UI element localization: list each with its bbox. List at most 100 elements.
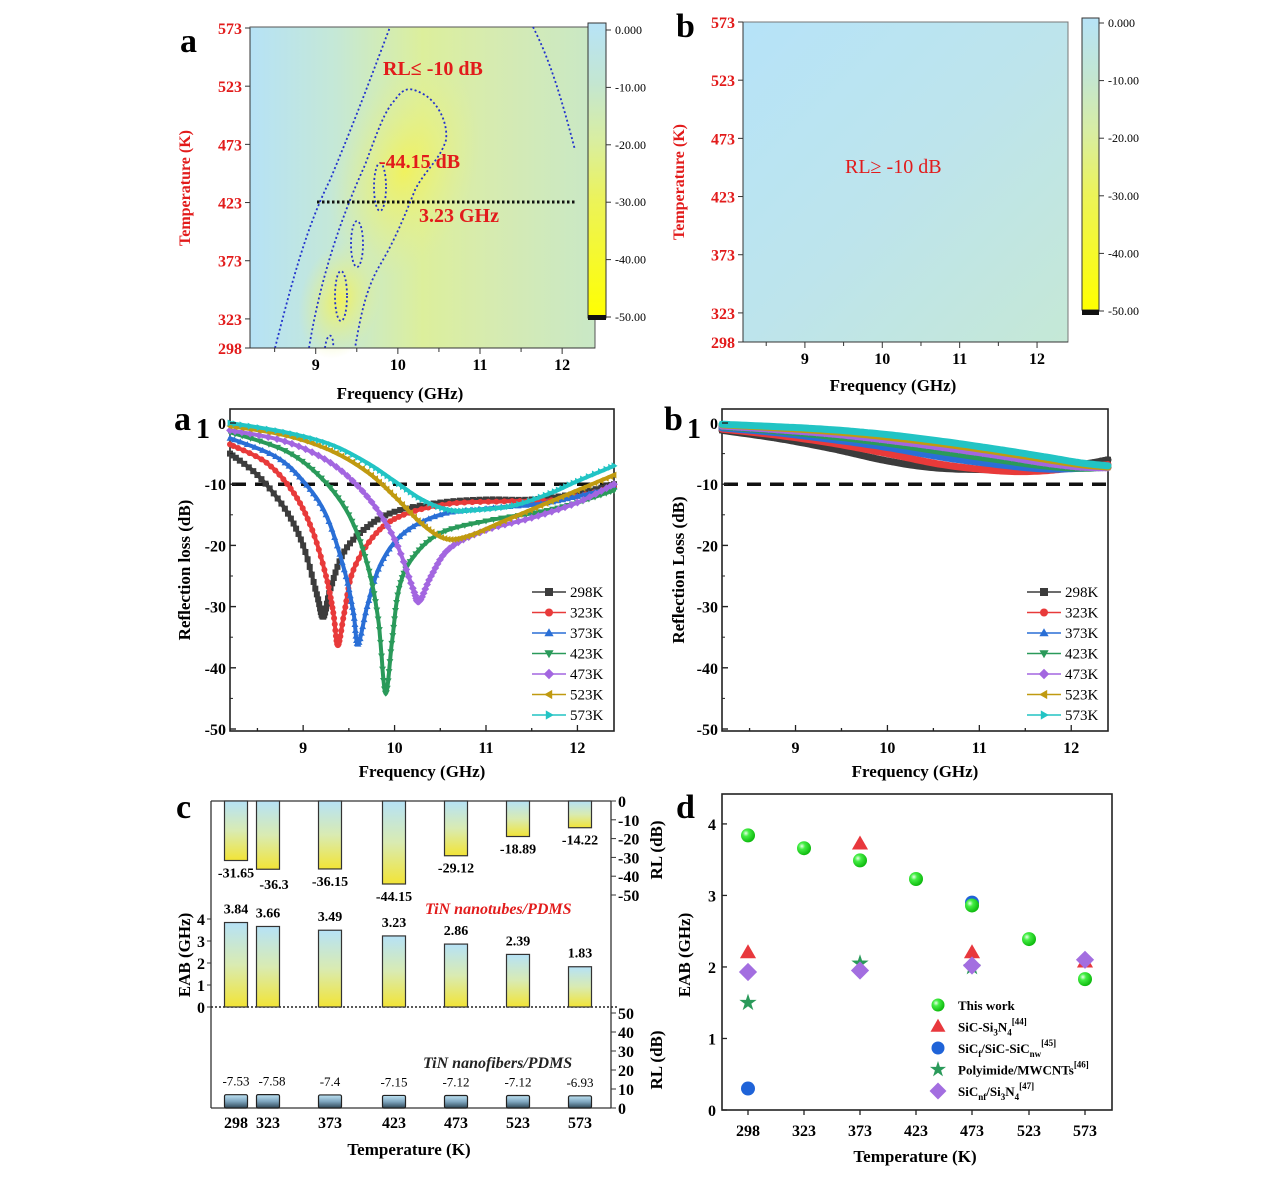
data-marker	[329, 580, 336, 587]
data-marker	[411, 491, 418, 499]
data-marker	[421, 523, 428, 531]
legend-marker	[1038, 668, 1050, 680]
legend-marker	[1040, 608, 1048, 617]
data-marker	[986, 460, 994, 467]
data-marker	[443, 498, 450, 505]
data-marker	[229, 452, 236, 459]
data-marker	[259, 446, 267, 453]
data-marker	[1091, 461, 1098, 468]
colorbar-tick-label: -50.00	[615, 310, 646, 324]
data-marker	[289, 466, 297, 473]
data-marker	[330, 574, 337, 581]
subscript: 3	[1001, 1092, 1006, 1102]
data-marker	[789, 438, 796, 445]
data-marker	[303, 481, 311, 488]
data-marker	[272, 453, 280, 460]
legend-marker	[1040, 710, 1049, 720]
data-marker	[489, 522, 496, 530]
rl-nanotubes-bar	[443, 800, 469, 857]
data-marker	[250, 468, 257, 475]
rl-nanofibers-value: -7.12	[442, 1074, 469, 1089]
data-marker	[911, 462, 918, 469]
data-marker	[505, 515, 512, 523]
legend-marker	[544, 650, 554, 659]
legend-label: 373K	[570, 626, 604, 642]
heatmap-b-area	[742, 21, 1069, 343]
data-marker	[302, 548, 309, 555]
data-marker	[547, 497, 554, 505]
data-point	[1078, 972, 1092, 987]
y-tick-label: -40	[205, 661, 226, 678]
data-marker	[516, 500, 523, 508]
y-tick-label: -10	[697, 477, 718, 494]
data-marker	[1035, 452, 1042, 460]
data-marker	[384, 472, 391, 480]
data-point	[738, 962, 758, 982]
series-473K	[226, 426, 618, 606]
data-marker	[262, 480, 269, 487]
data-marker	[936, 465, 943, 472]
data-marker	[373, 607, 381, 614]
data-marker	[390, 535, 399, 544]
x-tick-label: 523	[1017, 1123, 1041, 1140]
data-marker	[258, 476, 265, 483]
eab-value: 2.39	[506, 934, 531, 949]
data-marker	[885, 431, 892, 439]
data-marker	[1082, 459, 1089, 467]
data-marker	[292, 469, 300, 476]
data-marker	[326, 447, 333, 454]
data-marker	[579, 484, 586, 492]
data-marker	[884, 457, 891, 464]
data-marker	[284, 510, 291, 517]
data-marker	[354, 532, 362, 539]
legend-marker	[544, 689, 553, 700]
data-marker	[378, 653, 386, 660]
data-marker	[431, 513, 438, 520]
data-marker	[409, 555, 417, 562]
panel-a-ylabel: Temperature (K)	[177, 130, 194, 246]
data-marker	[400, 483, 407, 491]
data-marker	[379, 666, 386, 673]
data-marker	[1100, 461, 1106, 469]
data-marker	[507, 519, 516, 527]
legend-marker	[930, 1018, 946, 1032]
data-marker	[309, 527, 316, 534]
data-marker	[516, 510, 523, 518]
data-marker	[458, 507, 465, 515]
data-marker	[563, 491, 570, 499]
data-marker	[1058, 456, 1065, 463]
data-marker	[397, 580, 405, 587]
data-marker	[883, 443, 891, 450]
data-marker	[861, 452, 868, 459]
data-marker	[940, 437, 947, 445]
data-marker	[226, 434, 234, 441]
data-marker	[340, 566, 348, 573]
colorbar-tick-label: -10.00	[1108, 74, 1139, 88]
eab-bar	[255, 925, 281, 1008]
data-marker	[500, 517, 507, 525]
data-marker	[367, 576, 375, 583]
y-tick-label: 373	[711, 248, 735, 265]
data-marker	[739, 421, 746, 429]
panel-a1-ylabel: Reflection loss (dB)	[175, 500, 194, 641]
eab-value: 1.83	[568, 947, 593, 962]
data-marker	[469, 499, 476, 506]
data-marker	[892, 432, 899, 439]
data-marker	[579, 496, 588, 504]
data-marker	[391, 508, 398, 515]
rl-top-tick-label: 0	[618, 794, 626, 811]
data-marker	[427, 499, 434, 507]
data-marker	[266, 449, 274, 456]
data-marker	[320, 455, 329, 463]
plot-a1-axes: 0 -10 -20 -30 -40 -50 9 10 11 12	[205, 416, 586, 757]
data-marker	[356, 635, 364, 642]
data-marker	[447, 536, 454, 543]
data-marker	[338, 500, 346, 507]
data-marker	[330, 609, 337, 616]
data-marker	[327, 594, 334, 601]
data-marker	[387, 528, 396, 537]
data-point	[741, 828, 755, 843]
data-marker	[322, 609, 329, 616]
data-marker	[597, 487, 606, 495]
panel-b1-label: b	[664, 401, 683, 438]
